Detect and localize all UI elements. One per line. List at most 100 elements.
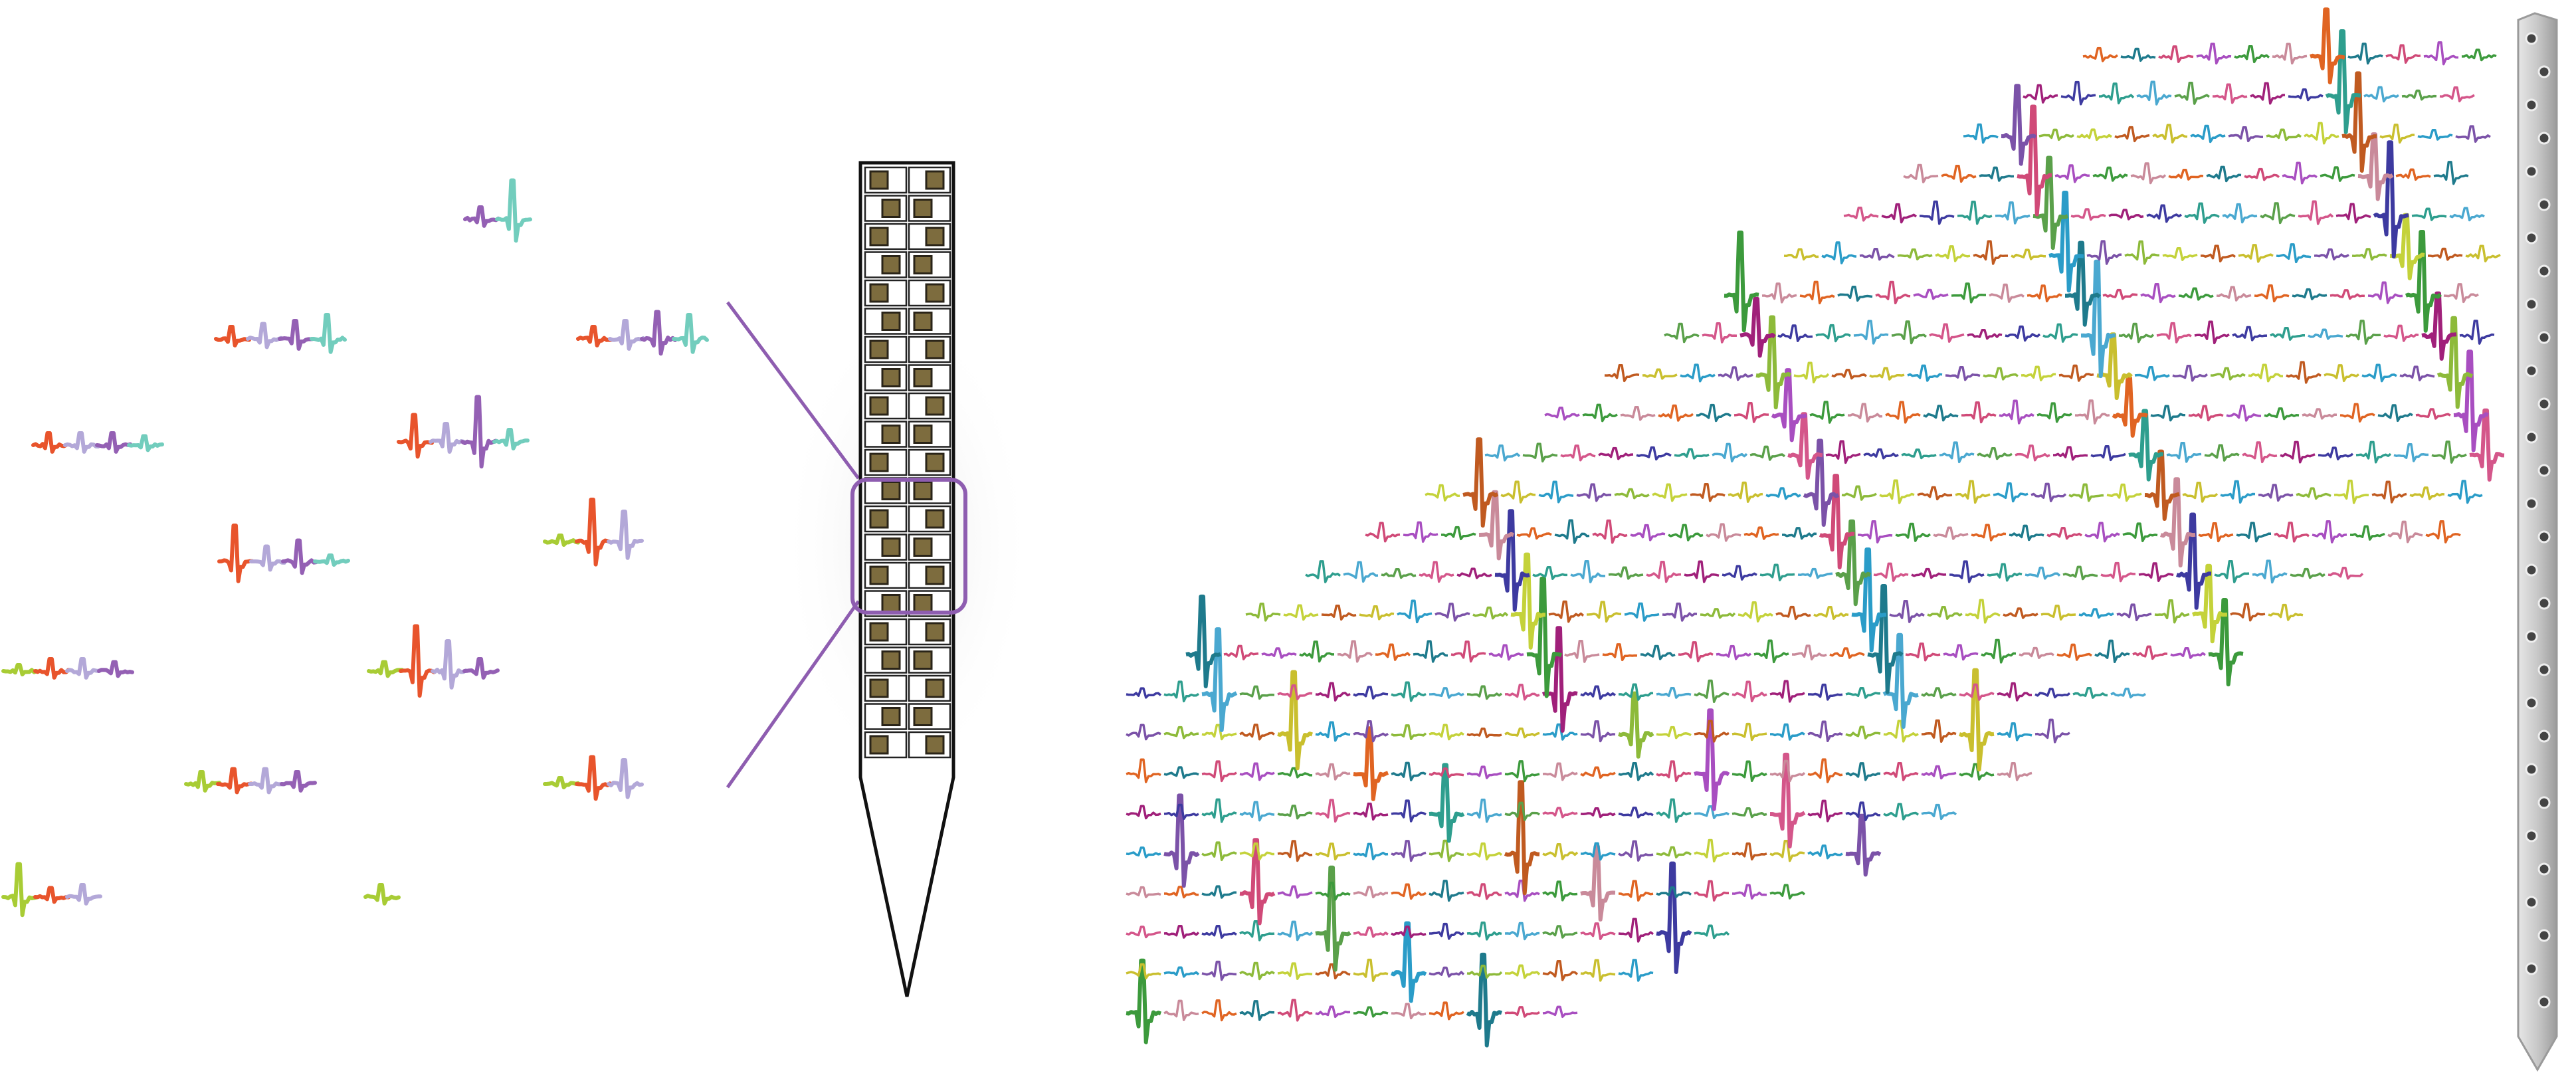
channel-trace <box>1542 880 1578 902</box>
channel-trace <box>2174 82 2210 105</box>
channel-trace <box>2288 88 2324 102</box>
channel-trace <box>1815 324 1851 343</box>
channel-trace <box>2134 366 2170 381</box>
channel-trace <box>1580 844 1616 922</box>
channel-trace <box>1164 886 1199 899</box>
channel-trace <box>1504 727 1540 739</box>
channel-trace <box>1646 560 1682 583</box>
channel-trace <box>1576 483 1612 502</box>
unit-waveform <box>216 767 253 795</box>
channel-trace <box>2009 524 2044 541</box>
channel-trace <box>2072 686 2108 699</box>
waveform-cluster <box>184 767 317 795</box>
channel-trace <box>1981 638 2017 664</box>
channel-trace <box>1413 640 1448 663</box>
channel-trace <box>1867 584 1904 694</box>
unit-waveform <box>65 883 102 906</box>
channel-trace <box>1353 803 1389 821</box>
probe-shank-icon <box>2517 12 2558 1072</box>
channel-trace <box>1933 526 1969 540</box>
electrode-pad <box>925 565 945 585</box>
channel-trace <box>1239 762 1275 781</box>
channel-trace <box>1684 560 1720 583</box>
channel-trace <box>1957 201 1993 225</box>
channel-trace <box>1315 865 1351 972</box>
unit-waveform <box>363 883 401 906</box>
channel-trace <box>1429 767 1464 779</box>
unit-waveform <box>431 639 468 690</box>
channel-trace <box>1977 447 2013 460</box>
channel-trace <box>2054 164 2090 183</box>
shank-contact <box>2537 796 2551 809</box>
channel-trace <box>1955 480 1991 504</box>
channel-trace <box>2302 408 2337 420</box>
electrode-pad <box>869 227 889 246</box>
channel-trace <box>1163 966 1200 978</box>
channel-trace <box>1775 605 1811 621</box>
channel-trace <box>2090 445 2126 462</box>
waveform-cluster <box>367 624 500 698</box>
channel-trace <box>1532 565 1567 580</box>
channel-trace <box>1522 442 1558 463</box>
channel-trace <box>2373 140 2409 258</box>
unit-waveform <box>249 544 286 572</box>
channel-trace <box>1922 719 1957 743</box>
electrode-pad <box>925 283 945 303</box>
channel-trace <box>1163 726 1199 739</box>
unit-waveform <box>462 657 500 680</box>
channel-trace <box>1526 576 1563 698</box>
unit-waveform <box>248 767 285 795</box>
channel-trace <box>1732 680 1767 703</box>
channel-trace <box>1542 925 1578 939</box>
channel-trace <box>1618 683 1654 701</box>
channel-trace <box>1640 644 1676 660</box>
channel-trace <box>1353 842 1389 860</box>
channel-trace <box>1949 560 1985 583</box>
channel-trace <box>1484 444 1521 462</box>
channel-trace <box>1732 722 1767 741</box>
channel-trace <box>1656 846 1692 859</box>
channel-trace <box>1245 603 1281 622</box>
shank-contact <box>2537 530 2551 543</box>
channel-trace <box>1391 1003 1427 1020</box>
shank-contact <box>2537 198 2551 211</box>
unit-waveform <box>280 770 317 793</box>
channel-trace <box>1835 519 1872 607</box>
channel-trace <box>2130 162 2167 185</box>
channel-trace <box>1935 245 1971 262</box>
channel-trace <box>1761 282 1797 304</box>
channel-trace <box>1694 805 1730 819</box>
unit-waveform <box>607 758 644 799</box>
unit-waveform <box>576 325 613 347</box>
channel-trace <box>2308 328 2343 340</box>
channel-trace <box>1542 807 1578 819</box>
channel-trace <box>2367 281 2403 304</box>
channel-trace <box>2329 289 2365 300</box>
channel-trace <box>1869 367 1905 381</box>
channel-trace <box>2230 603 2266 622</box>
channel-trace <box>1728 481 1763 503</box>
channel-trace <box>2062 565 2098 581</box>
trace-row <box>1604 315 2473 410</box>
electrode-pad <box>913 425 933 444</box>
channel-trace <box>2228 126 2263 143</box>
channel-trace <box>2459 320 2495 345</box>
unit-waveform <box>127 434 164 452</box>
channel-trace <box>1201 841 1237 862</box>
channel-trace <box>1618 691 1654 759</box>
channel-trace <box>1901 448 1937 460</box>
unit-waveform <box>640 310 677 356</box>
channel-trace <box>1771 368 1807 442</box>
shank-contact <box>2525 32 2538 45</box>
waveform-cluster <box>543 498 644 567</box>
shank-contact <box>2525 231 2538 245</box>
channel-trace <box>1466 728 1502 739</box>
channel-trace <box>1712 442 1748 462</box>
trace-row <box>1903 104 2469 217</box>
channel-trace <box>2222 203 2258 224</box>
trace-row <box>1245 547 2304 652</box>
channel-trace <box>2335 203 2371 224</box>
zoom-connector-lines <box>726 301 860 789</box>
channel-trace <box>1797 567 1833 579</box>
channel-trace <box>2469 408 2505 482</box>
